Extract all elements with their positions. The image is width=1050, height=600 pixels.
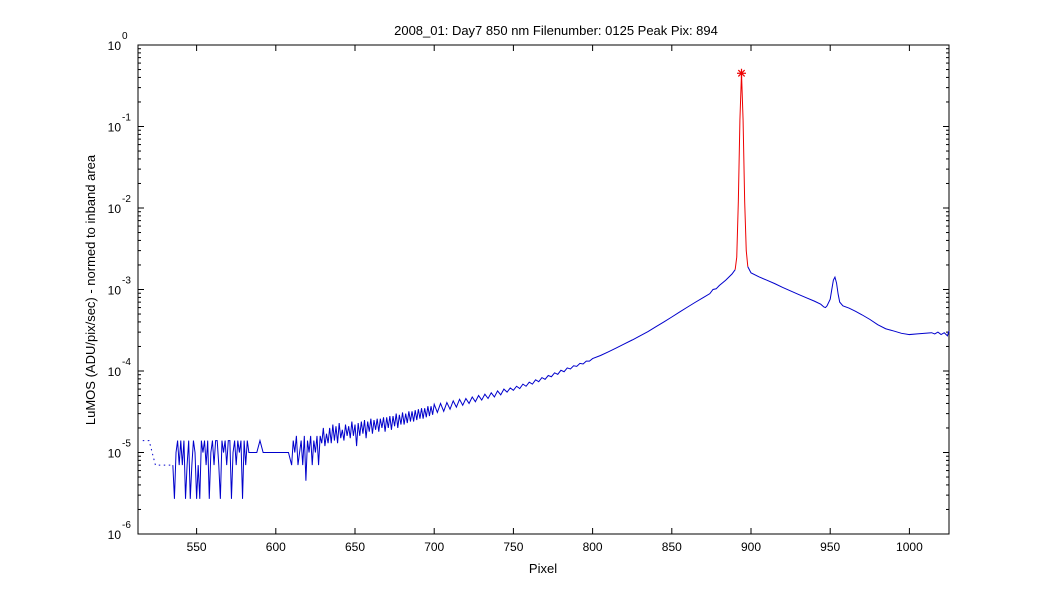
plot-area-frame — [137, 44, 950, 535]
x-tick-label: 700 — [424, 540, 444, 554]
y-tick-label-exponent: 0 — [122, 31, 128, 42]
y-tick-label-exponent: -1 — [122, 113, 131, 124]
x-tick-label: 550 — [187, 540, 207, 554]
y-axis-title: LuMOS (ADU/pix/sec) - normed to inband a… — [83, 154, 98, 425]
y-tick-label-exponent: -6 — [122, 520, 131, 531]
x-tick-label: 800 — [583, 540, 603, 554]
y-tick-label-base: 10 — [108, 39, 122, 53]
y-tick-label-exponent: -2 — [122, 194, 131, 205]
peak-marker — [736, 68, 746, 78]
y-tick-label-base: 10 — [108, 121, 122, 135]
x-tick-label: 600 — [266, 540, 286, 554]
y-tick-label-exponent: -3 — [122, 276, 131, 287]
y-tick-label-base: 10 — [108, 447, 122, 461]
x-axis-title: Pixel — [529, 561, 557, 576]
y-tick-label-exponent: -4 — [122, 357, 131, 368]
x-tick-label: 950 — [820, 540, 840, 554]
series-line-1 — [172, 269, 736, 499]
x-tick-label: 750 — [503, 540, 523, 554]
y-tick-label-base: 10 — [108, 284, 122, 298]
x-tick-label: 650 — [345, 540, 365, 554]
x-axis-ticks: 550 600 650 700 750 800 850 900 950 1000 — [187, 45, 923, 554]
y-tick-label-exponent: -5 — [122, 439, 131, 450]
series-line-3 — [747, 266, 950, 337]
x-tick-label: 850 — [662, 540, 682, 554]
x-tick-label: 1000 — [896, 540, 923, 554]
chart-title: 2008_01: Day7 850 nm Filenumber: 0125 Pe… — [394, 23, 718, 38]
x-tick-label: 900 — [741, 540, 761, 554]
peak-marker-group — [736, 68, 746, 78]
y-tick-label-base: 10 — [108, 365, 122, 379]
y-tick-label-base: 10 — [108, 528, 122, 542]
y-tick-label-base: 10 — [108, 202, 122, 216]
